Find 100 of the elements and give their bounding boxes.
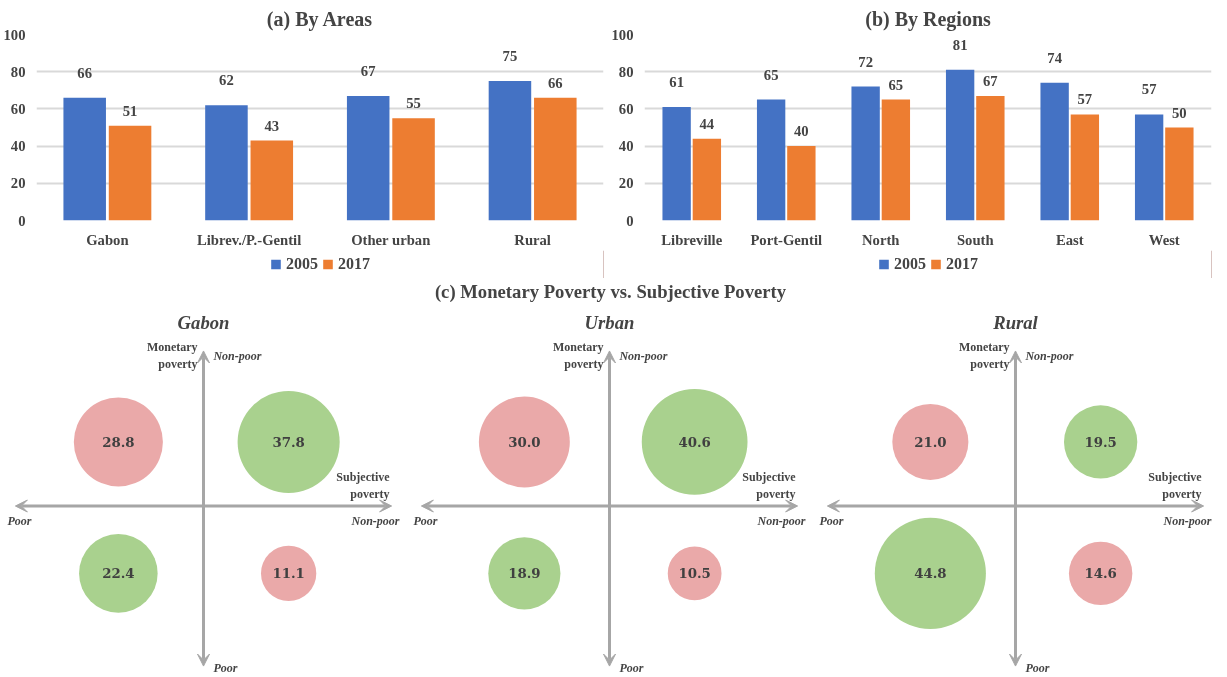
x-tick-label: South: [956, 231, 994, 248]
data-label: 43: [264, 117, 280, 134]
y-tick-label: 20: [618, 175, 634, 192]
text: Non-poor: [350, 513, 400, 528]
text: Non-poor: [212, 348, 262, 363]
text: Rural: [992, 311, 1039, 333]
x-tick-label: West: [1148, 231, 1180, 248]
text: Monetary poverty: [146, 340, 198, 372]
data-label: 51: [122, 102, 138, 119]
bar: [851, 86, 880, 221]
text: Subjective poverty: [1148, 470, 1203, 501]
text: Poor: [7, 513, 32, 528]
y-tick-label: 100: [611, 26, 634, 43]
y-tick-label: 40: [10, 138, 26, 155]
bar: [205, 105, 248, 221]
legend-label: 2017: [338, 255, 370, 273]
data-label: 50: [1172, 104, 1187, 121]
data-label: 21.0: [914, 433, 947, 450]
data-label: 66: [547, 74, 563, 91]
data-label: 28.8: [102, 433, 135, 450]
text: Poor: [213, 660, 238, 675]
x-tick-label: Libreville: [661, 231, 723, 248]
data-label: 61: [669, 74, 684, 91]
text: Gabon: [177, 311, 230, 333]
text: Non-poor: [1162, 513, 1212, 528]
data-label: 44.8: [914, 565, 947, 582]
text: Urban: [584, 311, 635, 333]
bar: [1070, 114, 1100, 221]
data-label: 57: [1077, 91, 1093, 108]
y-tick-label: 80: [10, 63, 26, 80]
bar: [392, 118, 435, 221]
data-label: 30.0: [508, 433, 541, 450]
x-tick-label: Port-Gentil: [750, 231, 823, 248]
bar: [488, 81, 532, 221]
y-tick-label: 40: [618, 138, 634, 155]
legend-label: 2017: [946, 255, 978, 273]
data-label: 19.5: [1084, 433, 1117, 450]
chart-title: (a) By Areas: [266, 7, 373, 31]
x-tick-label: Rural: [514, 231, 551, 248]
x-tick-label: Gabon: [86, 231, 129, 248]
text: Non-poor: [1024, 348, 1074, 363]
bar: [756, 99, 786, 221]
text: Non-poor: [756, 513, 806, 528]
data-label: 81: [952, 36, 968, 53]
text: Subjective poverty: [336, 470, 391, 501]
data-label: 44: [699, 115, 715, 132]
data-label: 57: [1141, 81, 1157, 98]
y-tick-label: 0: [626, 212, 634, 229]
bar: [108, 125, 152, 221]
data-label: 22.4: [102, 565, 135, 582]
x-tick-label: North: [862, 231, 900, 248]
data-label: 65: [763, 66, 779, 83]
text: Poor: [1025, 660, 1050, 675]
y-tick-label: 80: [618, 63, 634, 80]
data-label: 18.9: [508, 565, 541, 582]
data-label: 62: [219, 72, 234, 89]
data-label: 40: [794, 123, 809, 140]
text: Monetary poverty: [552, 340, 604, 372]
y-tick-label: 100: [3, 26, 26, 43]
data-label: 75: [502, 48, 518, 64]
y-tick-label: 60: [10, 100, 26, 117]
text: Poor: [619, 660, 644, 675]
legend-label: 2005: [894, 255, 926, 273]
bar: [787, 146, 816, 221]
text: Poor: [413, 513, 438, 528]
bar: [346, 95, 390, 221]
text: Non-poor: [618, 348, 668, 363]
data-label: 72: [858, 53, 873, 70]
data-label: 10.5: [678, 565, 711, 582]
y-tick-label: 60: [618, 100, 634, 117]
text: (c) Monetary Poverty vs. Subjective Poverty: [434, 281, 787, 303]
data-label: 66: [77, 64, 93, 81]
chart-title: (b) By Regions: [865, 7, 991, 31]
data-label: 67: [983, 72, 998, 89]
y-tick-label: 0: [18, 212, 26, 229]
data-label: 55: [406, 95, 421, 112]
data-label: 40.6: [678, 433, 711, 450]
bar: [534, 97, 577, 221]
legend-label: 2005: [286, 255, 318, 273]
data-label: 67: [360, 62, 376, 79]
bar: [692, 138, 722, 221]
bar: [976, 95, 1005, 221]
y-tick-label: 20: [10, 175, 26, 192]
bar: [250, 140, 294, 221]
data-label: 65: [888, 76, 904, 93]
x-tick-label: East: [1055, 231, 1084, 248]
bar: [945, 69, 975, 221]
data-label: 11.1: [272, 565, 305, 582]
data-label: 37.8: [272, 433, 305, 450]
x-tick-label: Other urban: [351, 231, 431, 248]
bar: [1165, 127, 1194, 221]
bar: [662, 107, 691, 221]
data-label: 14.6: [1084, 565, 1117, 582]
data-label: 74: [1047, 49, 1063, 66]
text: Poor: [819, 513, 844, 528]
text: Subjective poverty: [742, 470, 797, 501]
bar: [63, 97, 106, 221]
x-tick-label: Librev./P.-Gentil: [197, 231, 302, 248]
bar: [881, 99, 911, 221]
bar: [1134, 114, 1164, 221]
